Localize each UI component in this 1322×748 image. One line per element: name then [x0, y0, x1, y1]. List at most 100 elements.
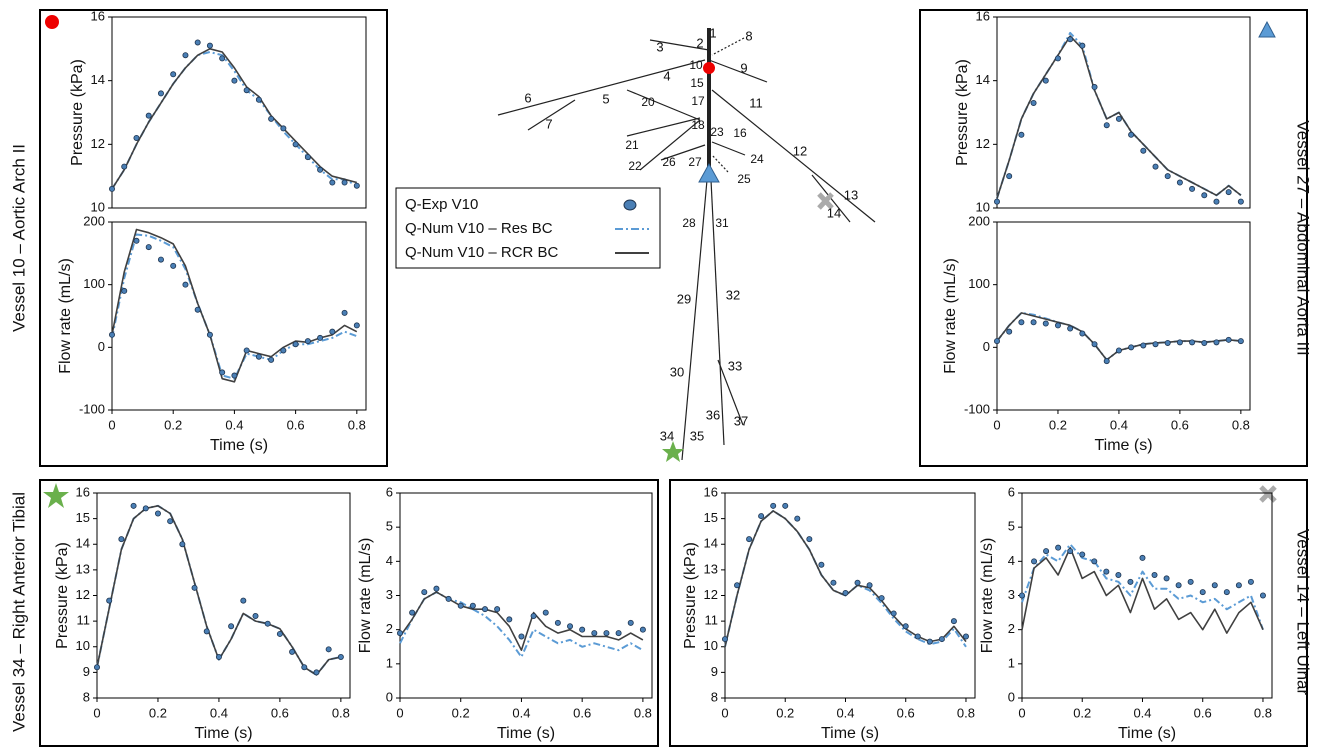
data-point	[1043, 548, 1050, 555]
x-axis-label: Time (s)	[210, 437, 268, 454]
data-point	[734, 582, 741, 589]
data-point	[1151, 572, 1158, 579]
data-point	[854, 579, 861, 586]
data-point	[1067, 36, 1074, 43]
vessel-label: 10	[689, 58, 703, 72]
y-tick-label: 10	[91, 199, 105, 214]
data-point	[1054, 55, 1061, 62]
data-point	[950, 618, 957, 625]
data-point	[289, 648, 296, 655]
marker-star	[662, 441, 684, 462]
x-axis-label: Time (s)	[1118, 725, 1176, 742]
data-point	[157, 256, 164, 263]
data-point	[554, 619, 561, 626]
x-axis-label: Time (s)	[497, 725, 555, 742]
vessel-label: 7	[545, 116, 552, 131]
series-line	[724, 510, 967, 647]
data-point	[1128, 131, 1135, 138]
vessel-label: 29	[677, 291, 691, 306]
y-tick-label: 0	[98, 339, 105, 354]
data-point	[746, 536, 753, 543]
vessel-label: 28	[682, 216, 696, 230]
y-tick-label: 5	[1008, 519, 1015, 534]
y-tick-label: -100	[964, 401, 990, 416]
y-tick-label: 14	[76, 536, 90, 551]
data-point	[878, 595, 885, 602]
series-line	[399, 591, 644, 658]
data-point	[167, 518, 174, 525]
y-tick-label: 100	[83, 276, 105, 291]
x-tick-label: 0.6	[897, 705, 915, 720]
data-point	[1237, 198, 1244, 205]
panel-title: Vessel 14 – Left Ulnar	[1294, 529, 1313, 696]
y-tick-label: 5	[386, 519, 393, 534]
data-point	[1235, 582, 1242, 589]
plot-frame	[399, 492, 653, 699]
vessel-label: 31	[715, 216, 729, 230]
vessel-label: 17	[691, 94, 705, 108]
data-point	[109, 185, 116, 192]
y-tick-label: 15	[704, 510, 718, 525]
data-point	[280, 347, 287, 354]
data-point	[337, 654, 344, 661]
series-line	[1021, 543, 1264, 631]
data-point	[866, 582, 873, 589]
data-point	[1079, 42, 1086, 49]
x-tick-label: 0	[108, 417, 115, 432]
data-point	[1164, 173, 1171, 180]
data-point	[118, 536, 125, 543]
vessel-label: 26	[662, 155, 676, 169]
data-point	[567, 623, 574, 630]
x-tick-label: 0.4	[210, 705, 228, 720]
data-point	[231, 77, 238, 84]
data-point	[842, 589, 849, 596]
data-point	[179, 541, 186, 548]
data-point	[341, 309, 348, 316]
data-point	[1006, 173, 1013, 180]
vessel-label: 1	[709, 25, 716, 40]
vessel-label: 32	[726, 287, 740, 302]
data-point	[133, 134, 140, 141]
vessel-label: 5	[602, 91, 609, 106]
y-tick-label: 2	[1008, 621, 1015, 636]
y-tick-label: 2	[386, 621, 393, 636]
plot-frame	[996, 221, 1251, 411]
panel-title: Vessel 27 – Abdominal Aorta III	[1294, 120, 1313, 355]
data-point	[353, 322, 360, 329]
data-point	[142, 505, 149, 512]
data-point	[353, 182, 360, 189]
data-point	[1006, 328, 1013, 335]
x-tick-label: 0.8	[348, 417, 366, 432]
data-point	[276, 630, 283, 637]
data-point	[255, 353, 262, 360]
series-line	[111, 233, 358, 380]
data-point	[145, 112, 152, 119]
data-point	[154, 510, 161, 517]
vessel-label: 20	[641, 95, 655, 109]
data-point	[1042, 320, 1049, 327]
data-point	[304, 338, 311, 345]
data-point	[1128, 344, 1135, 351]
y-axis-label: Flow rate (mL/s)	[57, 258, 74, 374]
x-tick-label: 0	[993, 417, 1000, 432]
data-point	[194, 306, 201, 313]
data-point	[1127, 578, 1134, 585]
vessel-label: 11	[749, 95, 763, 110]
data-point	[1199, 589, 1206, 596]
x-axis-label: Time (s)	[194, 725, 252, 742]
data-point	[1018, 319, 1025, 326]
data-point	[445, 595, 452, 602]
y-tick-label: 0	[983, 339, 990, 354]
y-tick-label: 14	[91, 72, 105, 87]
data-point	[231, 372, 238, 379]
y-tick-label: 1	[386, 655, 393, 670]
y-tick-label: 12	[91, 136, 105, 151]
y-tick-label: 15	[76, 510, 90, 525]
y-tick-label: 3	[386, 587, 393, 602]
x-tick-label: 0.4	[512, 705, 530, 720]
data-point	[203, 628, 210, 635]
data-point	[130, 502, 137, 509]
data-point	[994, 198, 1001, 205]
